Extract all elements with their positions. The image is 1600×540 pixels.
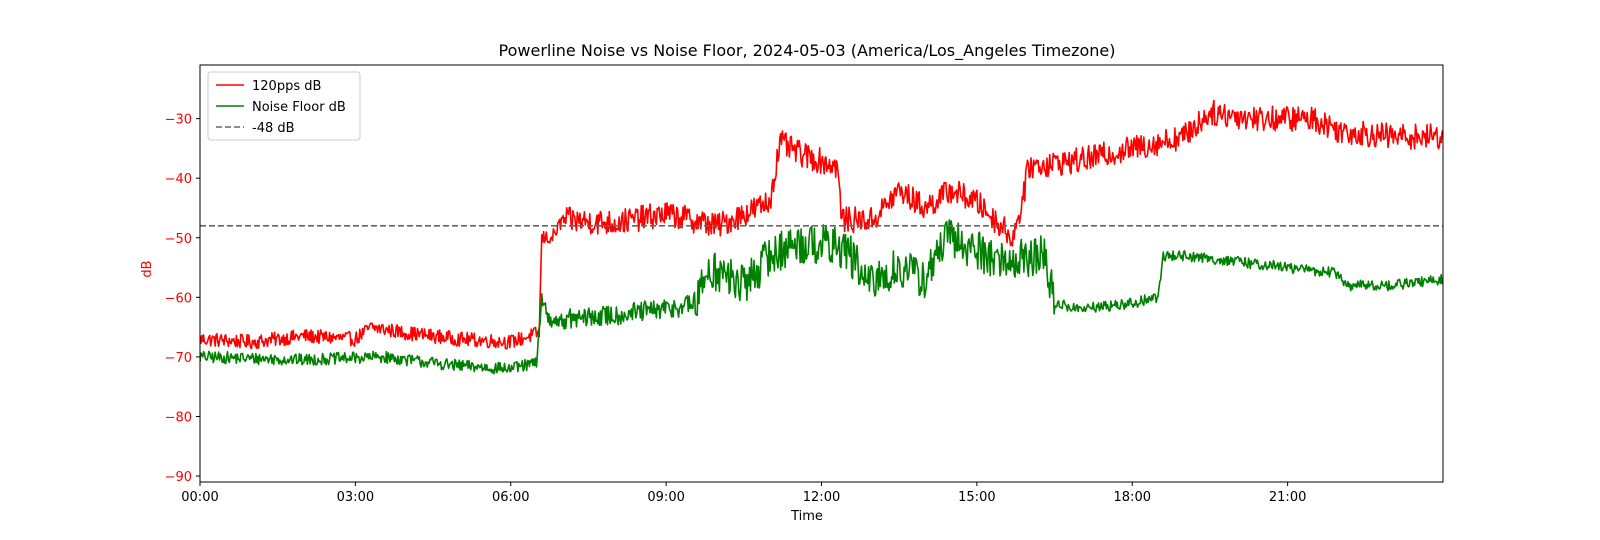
y-axis-label: dB — [140, 260, 155, 277]
y-tick-label: −50 — [165, 232, 192, 247]
legend-label: 120pps dB — [252, 79, 321, 94]
y-tick-label: −30 — [165, 113, 192, 128]
y-tick-label: −80 — [165, 410, 192, 425]
series-line-1 — [200, 219, 1443, 375]
x-tick-label: 15:00 — [958, 490, 995, 505]
x-tick-label: 18:00 — [1114, 490, 1151, 505]
x-tick-label: 00:00 — [181, 490, 218, 505]
y-tick-label: −90 — [165, 470, 192, 485]
legend-label: Noise Floor dB — [252, 100, 346, 115]
x-tick-label: 21:00 — [1269, 490, 1306, 505]
y-tick-label: −60 — [165, 291, 192, 306]
x-tick-label: 03:00 — [337, 490, 374, 505]
x-tick-label: 12:00 — [803, 490, 840, 505]
y-tick-label: −70 — [165, 351, 192, 366]
x-axis-label: Time — [790, 509, 823, 524]
series-line-0 — [200, 99, 1443, 350]
y-tick-label: −40 — [165, 172, 192, 187]
legend: 120pps dB Noise Floor dB -48 dB — [207, 71, 361, 141]
legend-label: -48 dB — [252, 121, 295, 136]
x-tick-label: 06:00 — [492, 490, 529, 505]
x-tick-label: 09:00 — [647, 490, 684, 505]
chart-title: Powerline Noise vs Noise Floor, 2024-05-… — [499, 41, 1116, 61]
